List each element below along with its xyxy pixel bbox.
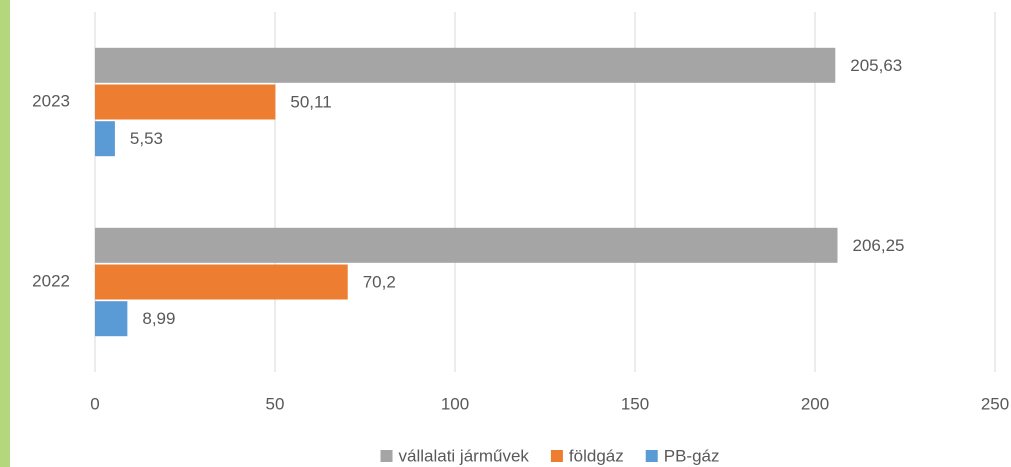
side-strip — [0, 0, 10, 467]
x-tick-label: 250 — [981, 394, 1009, 413]
legend-swatch — [380, 450, 393, 462]
x-tick-label: 200 — [801, 394, 829, 413]
data-label: 5,53 — [130, 129, 163, 148]
bar — [95, 84, 276, 120]
data-label: 205,63 — [850, 56, 902, 75]
x-tick-label: 100 — [441, 394, 469, 413]
y-tick-label: 2023 — [32, 91, 70, 110]
legend-swatch — [550, 450, 563, 462]
y-tick-label: 2022 — [32, 271, 70, 290]
data-label: 206,25 — [853, 236, 905, 255]
legend-label: PB-gáz — [664, 446, 720, 465]
data-label: 50,11 — [290, 92, 331, 111]
data-label: 8,99 — [142, 309, 175, 328]
x-tick-label: 50 — [266, 394, 285, 413]
bar — [95, 301, 128, 337]
legend-swatch — [645, 450, 658, 462]
data-label: 70,2 — [363, 272, 396, 291]
x-tick-label: 0 — [90, 394, 99, 413]
legend-label: földgáz — [569, 446, 624, 465]
bar — [95, 121, 115, 157]
bar — [95, 227, 838, 263]
bar — [95, 264, 348, 300]
bar — [95, 47, 836, 83]
legend-label: vállalati járművek — [399, 446, 530, 465]
x-tick-label: 150 — [621, 394, 649, 413]
